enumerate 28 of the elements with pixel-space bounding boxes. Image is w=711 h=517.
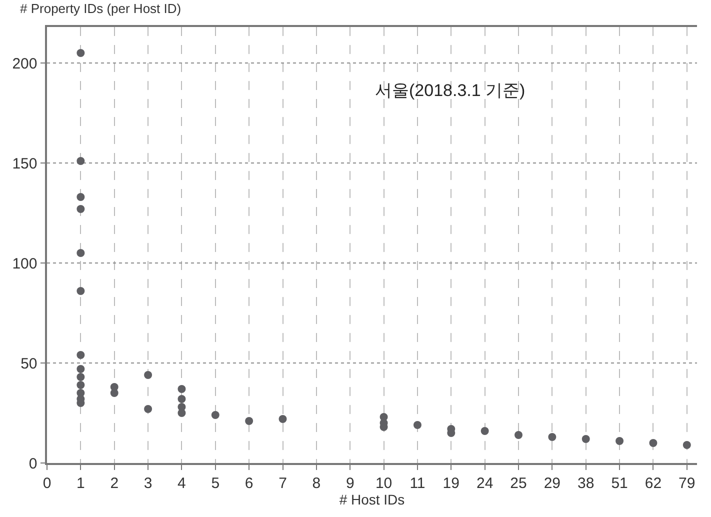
x-tick-label: 24 bbox=[476, 474, 494, 492]
x-tick-label: 25 bbox=[510, 474, 527, 492]
x-tick-label: 7 bbox=[278, 474, 287, 492]
x-tick-label: 1 bbox=[76, 474, 85, 492]
y-tick-label: 200 bbox=[12, 55, 38, 72]
x-tick-label: 38 bbox=[578, 474, 594, 492]
x-tick-label: 6 bbox=[244, 474, 254, 492]
x-tick-label: 11 bbox=[410, 474, 426, 492]
x-tick-label: 9 bbox=[346, 474, 354, 492]
x-axis-title: # Host IDs bbox=[339, 492, 405, 508]
x-tick-label: 4 bbox=[178, 474, 186, 492]
y-tick-label: 50 bbox=[20, 355, 38, 372]
x-tick-label: 2 bbox=[110, 474, 119, 492]
x-tick-label: 10 bbox=[375, 474, 392, 492]
x-tick-label: 51 bbox=[611, 474, 628, 492]
x-tick-label: 3 bbox=[144, 474, 152, 492]
x-tick-label: 19 bbox=[442, 474, 460, 492]
y-axis-title: # Property IDs (per Host ID) bbox=[20, 1, 182, 16]
x-tick-label: 0 bbox=[42, 474, 52, 492]
x-tick-label: 5 bbox=[211, 474, 220, 492]
y-tick-label: 100 bbox=[12, 255, 38, 272]
x-tick-label: 62 bbox=[644, 474, 662, 492]
annotation: 서울(2018.3.1 기준) bbox=[375, 81, 526, 100]
x-tick-label: 8 bbox=[312, 474, 321, 492]
y-tick-label: 0 bbox=[28, 455, 38, 472]
y-tick-label: 150 bbox=[12, 155, 38, 172]
x-tick-label: 29 bbox=[544, 474, 561, 492]
x-tick-label: 79 bbox=[678, 474, 696, 492]
